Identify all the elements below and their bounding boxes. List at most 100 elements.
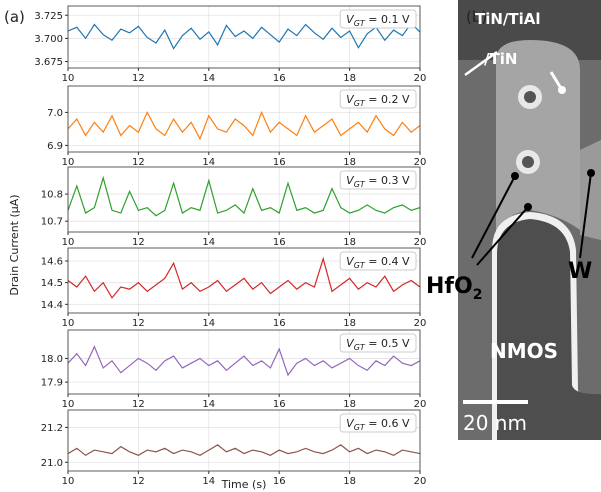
series-line [68,110,420,141]
plot-frame [67,409,421,472]
pointer [471,175,516,259]
image-label: W [568,259,592,284]
annotation-box [339,251,417,271]
x-axis-label: Time (s) [221,478,267,491]
label-main: HfO [426,274,473,299]
image-label: NMOS [490,339,558,363]
panel: 10 12 14 16 18 20 14.4 14.5 14.6 VGT = 0.4 V [41,247,427,329]
data-layer [68,110,420,141]
y-tick-label: 10.7 [41,217,63,228]
x-tick-label: 14 [202,237,215,248]
x-tick-label: 12 [132,73,145,84]
series-line [68,22,420,50]
panel-label: (a) [4,8,25,26]
annotation-symbol: V [346,13,355,26]
y-tick-label: 14.6 [41,257,63,268]
x-tick-label: 20 [414,237,427,248]
panel: 10 12 14 16 18 20 17.9 18.0 VGT = 0.5 V [41,329,427,410]
annotation-symbol: V [346,337,355,350]
x-tick-label: 20 [414,73,427,84]
x-tick-label: 20 [414,318,427,329]
annotation-symbol: V [346,417,355,430]
x-tick-label: 18 [343,73,356,84]
plot-frame [67,85,421,153]
annotation-sub: GT [354,423,366,432]
annotation-sub: GT [354,261,366,270]
panel: 10 12 14 16 18 20 21.0 21.2 VGT = 0.6 V [41,409,427,487]
annotation: VGT = 0.3 V [346,174,410,189]
x-tick-label: 10 [62,476,75,487]
data-layer [68,22,420,50]
annotation: VGT = 0.6 V [346,417,410,432]
panel: 10 12 14 16 18 20 3.675 3.700 3.725 VGT = 0.1 V [34,5,427,84]
annotation-box [339,413,417,433]
x-tick-label: 18 [343,157,356,168]
y-tick-label: 3.700 [34,34,63,45]
x-tick-label: 18 [343,318,356,329]
x-tick-label: 16 [273,476,286,487]
annotation-symbol: V [346,93,355,106]
annotation-sub: GT [354,343,366,352]
image-label: HfO2 [426,274,482,303]
x-tick-label: 18 [343,399,356,410]
data-layer [68,175,420,217]
x-tick-label: 16 [273,318,286,329]
gate-region [496,40,580,235]
plot-frame [67,247,421,314]
pointer-dot [524,203,532,211]
image-label: /TiN [484,50,517,68]
data-layer [68,256,420,299]
x-tick-label: 10 [62,318,75,329]
pointer [579,172,592,259]
x-tick-label: 14 [202,318,215,329]
x-tick-label: 20 [414,399,427,410]
scale-label: 20 nm [463,411,527,435]
pointer-dot [558,86,566,94]
panel: 10 12 14 16 18 20 6.9 7.0 VGT = 0.2 V [47,85,426,168]
annotation-box [339,170,417,190]
plot-frame [67,329,421,395]
pointer-dot [511,172,519,180]
annotation: VGT = 0.4 V [346,255,410,270]
x-tick-label: 14 [202,399,215,410]
annotation-text: = 0.5 V [365,337,410,350]
annotation-box [339,333,417,353]
y-tick-label: 21.0 [41,458,63,469]
annotation-text: = 0.3 V [365,174,410,187]
y-axis-label: Drain Current (μA) [8,194,21,295]
pointer-dot [587,169,595,177]
annotation-sub: GT [354,180,366,189]
x-tick-label: 12 [132,237,145,248]
y-tick-label: 3.725 [34,11,63,22]
y-tick-label: 10.8 [41,190,63,201]
x-tick-label: 10 [62,399,75,410]
pointer [464,50,498,77]
series-line [68,345,420,377]
x-tick-label: 14 [202,157,215,168]
x-tick-label: 16 [273,157,286,168]
annotation-symbol: V [346,174,355,187]
y-tick-label: 14.4 [41,300,63,311]
x-tick-label: 12 [132,399,145,410]
series-line [68,444,420,457]
x-tick-label: 12 [132,318,145,329]
x-tick-label: 20 [414,476,427,487]
x-tick-label: 18 [343,237,356,248]
pointer [476,206,529,266]
x-tick-label: 16 [273,73,286,84]
panel-label: (b) [466,8,487,26]
x-tick-label: 14 [202,476,215,487]
annotation-text: = 0.6 V [365,417,410,430]
label-sub: 2 [473,287,483,303]
panel: 10 12 14 16 18 20 10.7 10.8 VGT = 0.3 V [41,166,427,248]
x-tick-label: 16 [273,399,286,410]
annotation: VGT = 0.5 V [346,337,410,352]
annotation-text: = 0.4 V [365,255,410,268]
x-tick-label: 18 [343,476,356,487]
x-tick-label: 16 [273,237,286,248]
series-line [68,256,420,299]
image-label: TiN/TiAl [475,10,541,28]
y-tick-label: 6.9 [47,141,63,152]
wire-bottom-core [522,156,534,168]
